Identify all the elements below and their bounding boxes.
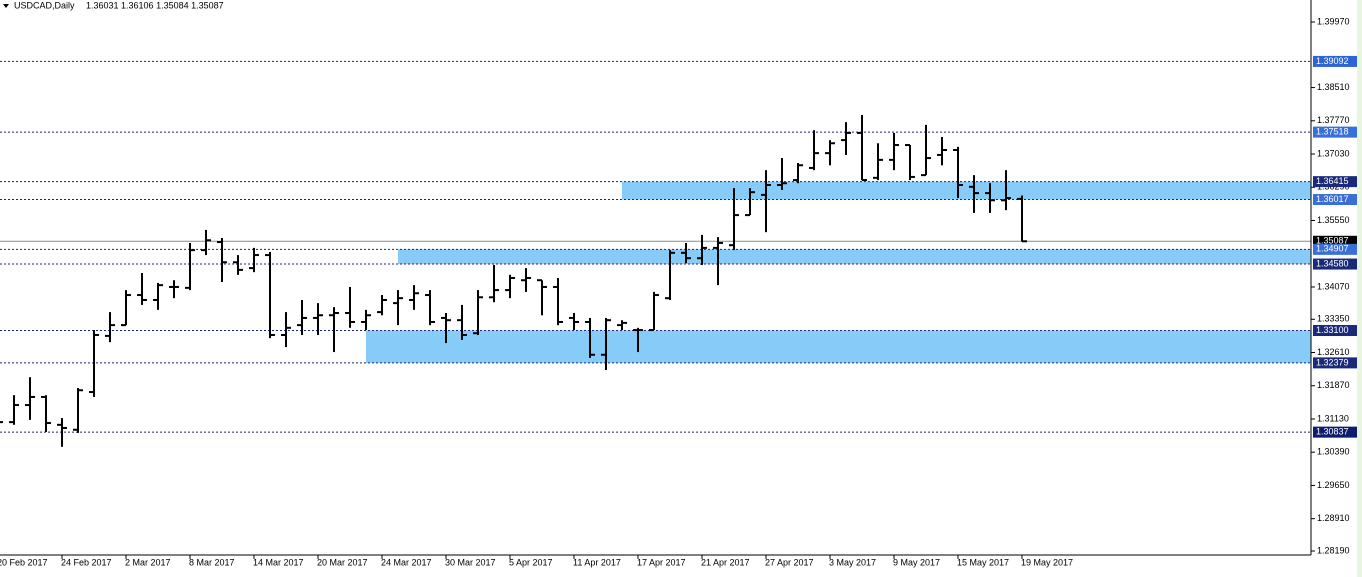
y-tick-label: 1.28910: [1317, 513, 1350, 523]
level-label: 1.36017: [1316, 194, 1349, 204]
y-tick-label: 1.37030: [1317, 148, 1350, 158]
x-tick-label: 8 Mar 2017: [189, 557, 235, 567]
level-label-bg: [1313, 258, 1357, 270]
y-tick-label: 1.31130: [1317, 413, 1349, 423]
x-tick-label: 2 Mar 2017: [125, 557, 171, 567]
chart-title: USDCAD,Daily: [14, 0, 75, 10]
menu-arrow: [3, 4, 9, 8]
y-tick-label: 1.33350: [1317, 314, 1350, 324]
level-label: 1.32379: [1316, 357, 1349, 367]
level-label: 1.37518: [1316, 126, 1349, 136]
x-tick-label: 15 May 2017: [957, 557, 1009, 567]
quote: 1.36031 1.36106 1.35084 1.35087: [86, 0, 224, 10]
y-tick-label: 1.34070: [1317, 281, 1350, 291]
x-tick-label: 27 Apr 2017: [765, 557, 814, 567]
y-tick-label: 1.32610: [1317, 347, 1350, 357]
x-tick-label: 20 Feb 2017: [0, 557, 48, 567]
levels: [0, 60, 1311, 433]
x-tick-label: 24 Feb 2017: [61, 557, 112, 567]
x-tick-label: 21 Apr 2017: [701, 557, 750, 567]
axis-labels: 1.399701.385101.377701.370301.362901.355…: [0, 16, 1357, 567]
level-label: 1.30837: [1316, 427, 1349, 437]
level-label: 1.34907: [1316, 244, 1349, 254]
bars: [0, 114, 1027, 447]
y-tick-label: 1.31870: [1317, 380, 1350, 390]
level-label: 1.33100: [1316, 325, 1349, 335]
level-label: 1.36415: [1316, 176, 1349, 186]
y-tick-label: 1.35550: [1317, 215, 1350, 225]
level-label-bg: [1313, 55, 1357, 67]
zone: [622, 181, 1311, 200]
level-label-bg: [1313, 235, 1357, 247]
level-label-bg: [1313, 426, 1357, 438]
level-label-bg: [1313, 176, 1357, 188]
x-tick-label: 30 Mar 2017: [445, 557, 496, 567]
level-label: 1.39092: [1316, 56, 1349, 66]
x-tick-label: 14 Mar 2017: [253, 557, 304, 567]
level-label-bg: [1313, 126, 1357, 138]
level-label: 1.35087: [1316, 236, 1349, 246]
x-tick-label: 9 May 2017: [893, 557, 940, 567]
y-tick-label: 1.37770: [1317, 115, 1350, 125]
zone: [366, 330, 1311, 363]
x-tick-label: 5 Apr 2017: [509, 557, 553, 567]
edge-strip: [1357, 0, 1362, 577]
x-tick-label: 19 May 2017: [1021, 557, 1073, 567]
x-tick-label: 17 Apr 2017: [637, 557, 686, 567]
level-label-bg: [1313, 194, 1357, 206]
level-label-bg: [1313, 243, 1357, 255]
x-tick-label: 24 Mar 2017: [381, 557, 432, 567]
y-tick-label: 1.30390: [1317, 447, 1350, 457]
y-tick-label: 1.28190: [1317, 545, 1350, 555]
zones: [366, 181, 1311, 363]
y-tick-label: 1.39970: [1317, 16, 1350, 26]
level-label-bg: [1313, 325, 1357, 337]
x-tick-label: 11 Apr 2017: [573, 557, 621, 567]
level-label: 1.34580: [1316, 258, 1349, 268]
level-label-bg: [1313, 357, 1357, 369]
y-tick-label: 1.38510: [1317, 82, 1350, 92]
x-tick-label: 20 Mar 2017: [317, 557, 368, 567]
zone: [398, 249, 1311, 265]
y-tick-label: 1.29650: [1317, 480, 1350, 490]
x-tick-label: 3 May 2017: [829, 557, 876, 567]
